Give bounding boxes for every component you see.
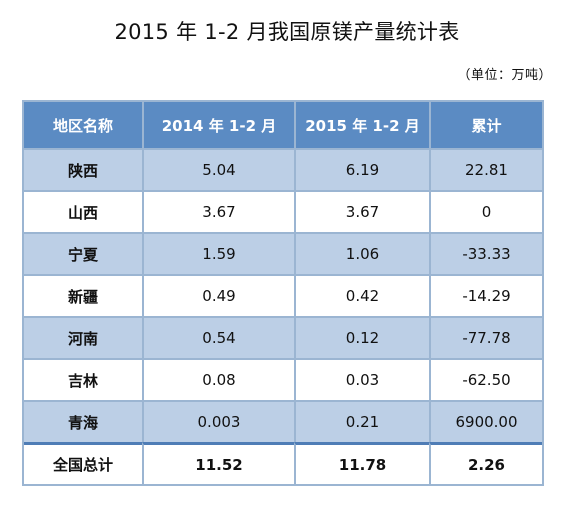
header-2014: 2014 年 1-2 月 (142, 102, 294, 148)
value-2014-cell: 1.59 (142, 232, 294, 274)
region-cell: 青海 (24, 400, 142, 442)
cumulative-cell: -33.33 (429, 232, 542, 274)
value-2015-cell: 6.19 (294, 148, 429, 190)
region-cell: 宁夏 (24, 232, 142, 274)
value-2015-cell: 1.06 (294, 232, 429, 274)
table-title: 2015 年 1-2 月我国原镁产量统计表 (114, 20, 460, 44)
cumulative-cell: 22.81 (429, 148, 542, 190)
header-region: 地区名称 (24, 102, 142, 148)
unit-label: （单位：万吨） (457, 68, 552, 83)
header-row: 地区名称 2014 年 1-2 月 2015 年 1-2 月 累计 (24, 102, 542, 148)
value-2014-cell: 0.003 (142, 400, 294, 442)
region-cell: 陕西 (24, 148, 142, 190)
value-2015-cell: 0.21 (294, 400, 429, 442)
total-label-cell: 全国总计 (24, 442, 142, 484)
table-row: 吉林 0.08 0.03 -62.50 (24, 358, 542, 400)
total-cumulative-cell: 2.26 (429, 442, 542, 484)
value-2015-cell: 0.42 (294, 274, 429, 316)
region-cell: 河南 (24, 316, 142, 358)
table-row: 新疆 0.49 0.42 -14.29 (24, 274, 542, 316)
total-2015-cell: 11.78 (294, 442, 429, 484)
value-2014-cell: 3.67 (142, 190, 294, 232)
production-table: 地区名称 2014 年 1-2 月 2015 年 1-2 月 累计 陕西 5.0… (22, 100, 544, 486)
production-table-container: 地区名称 2014 年 1-2 月 2015 年 1-2 月 累计 陕西 5.0… (22, 100, 544, 502)
table-row: 山西 3.67 3.67 0 (24, 190, 542, 232)
table-row: 陕西 5.04 6.19 22.81 (24, 148, 542, 190)
header-2015: 2015 年 1-2 月 (294, 102, 429, 148)
table-row: 宁夏 1.59 1.06 -33.33 (24, 232, 542, 274)
value-2014-cell: 0.54 (142, 316, 294, 358)
header-cumulative: 累计 (429, 102, 542, 148)
table-row: 河南 0.54 0.12 -77.78 (24, 316, 542, 358)
value-2015-cell: 3.67 (294, 190, 429, 232)
cumulative-cell: -14.29 (429, 274, 542, 316)
total-row: 全国总计 11.52 11.78 2.26 (24, 442, 542, 484)
region-cell: 山西 (24, 190, 142, 232)
value-2015-cell: 0.03 (294, 358, 429, 400)
value-2014-cell: 0.08 (142, 358, 294, 400)
cumulative-cell: -62.50 (429, 358, 542, 400)
cumulative-cell: 6900.00 (429, 400, 542, 442)
cumulative-cell: 0 (429, 190, 542, 232)
total-2014-cell: 11.52 (142, 442, 294, 484)
cumulative-cell: -77.78 (429, 316, 542, 358)
value-2014-cell: 0.49 (142, 274, 294, 316)
table-row: 青海 0.003 0.21 6900.00 (24, 400, 542, 442)
value-2014-cell: 5.04 (142, 148, 294, 190)
value-2015-cell: 0.12 (294, 316, 429, 358)
region-cell: 新疆 (24, 274, 142, 316)
region-cell: 吉林 (24, 358, 142, 400)
